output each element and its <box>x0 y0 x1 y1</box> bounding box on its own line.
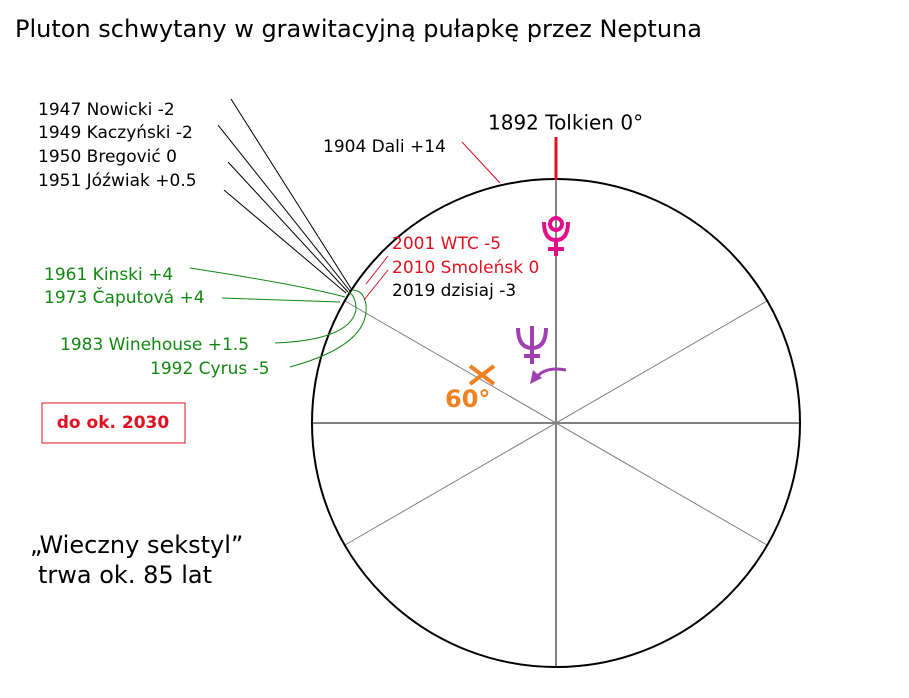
pointer-line <box>289 289 367 368</box>
pointer-line <box>217 124 351 292</box>
angle-label: 60° <box>445 385 490 413</box>
axis-line <box>344 300 768 546</box>
motion-arrow <box>530 367 567 384</box>
green-labels: 1961 Kinski +4 1973 Čaputová +4 1983 Win… <box>44 265 270 379</box>
label: 2001 WTC -5 <box>392 234 501 254</box>
dali-label: 1904 Dali +14 <box>323 137 446 157</box>
pointer-line <box>189 267 346 298</box>
arrow-head <box>530 370 542 384</box>
angle-marker <box>468 364 496 386</box>
pointer-line <box>363 269 389 301</box>
date-box <box>41 402 186 444</box>
label: 1961 Kinski +4 <box>44 265 173 285</box>
title: Pluton schwytany w grawitacyjną pułapkę … <box>15 15 702 43</box>
box-label: do ok. 2030 <box>57 413 170 433</box>
label: 1950 Bregović 0 <box>38 147 177 167</box>
black-pointers <box>217 98 353 294</box>
label: 1951 Jóźwiak +0.5 <box>38 171 197 191</box>
pluto-symbol <box>542 216 570 256</box>
note-line: „Wieczny sekstyl” <box>30 531 243 559</box>
label: 1983 Winehouse +1.5 <box>60 335 249 355</box>
pointer-line <box>274 291 357 344</box>
pointer-line <box>223 189 347 294</box>
symbol-part <box>548 216 564 232</box>
label: 1949 Kaczyński -2 <box>38 123 193 143</box>
pointer-line <box>230 98 353 291</box>
pointer-line <box>221 297 341 303</box>
black-labels: 1947 Nowicki -2 1949 Kaczyński -2 1950 B… <box>38 100 197 191</box>
label: 2010 Smoleńsk 0 <box>392 258 539 278</box>
green-pointers <box>189 267 367 368</box>
neptune-symbol <box>516 326 548 364</box>
label: 1947 Nowicki -2 <box>38 100 175 120</box>
top-label: 1892 Tolkien 0° <box>488 111 643 135</box>
label: 1992 Cyrus -5 <box>150 359 270 379</box>
pointer-line <box>461 141 501 184</box>
chart-wheel <box>312 180 800 667</box>
note-line: trwa ok. 85 lat <box>38 561 212 589</box>
recent-labels: 2001 WTC -5 2010 Smoleńsk 0 2019 dzisiaj… <box>392 234 539 301</box>
marker-part <box>468 364 496 386</box>
pointer-line <box>227 161 349 293</box>
label: 1973 Čaputová +4 <box>44 286 205 308</box>
label: 2019 dzisiaj -3 <box>392 281 516 301</box>
pointer-line <box>365 255 389 285</box>
